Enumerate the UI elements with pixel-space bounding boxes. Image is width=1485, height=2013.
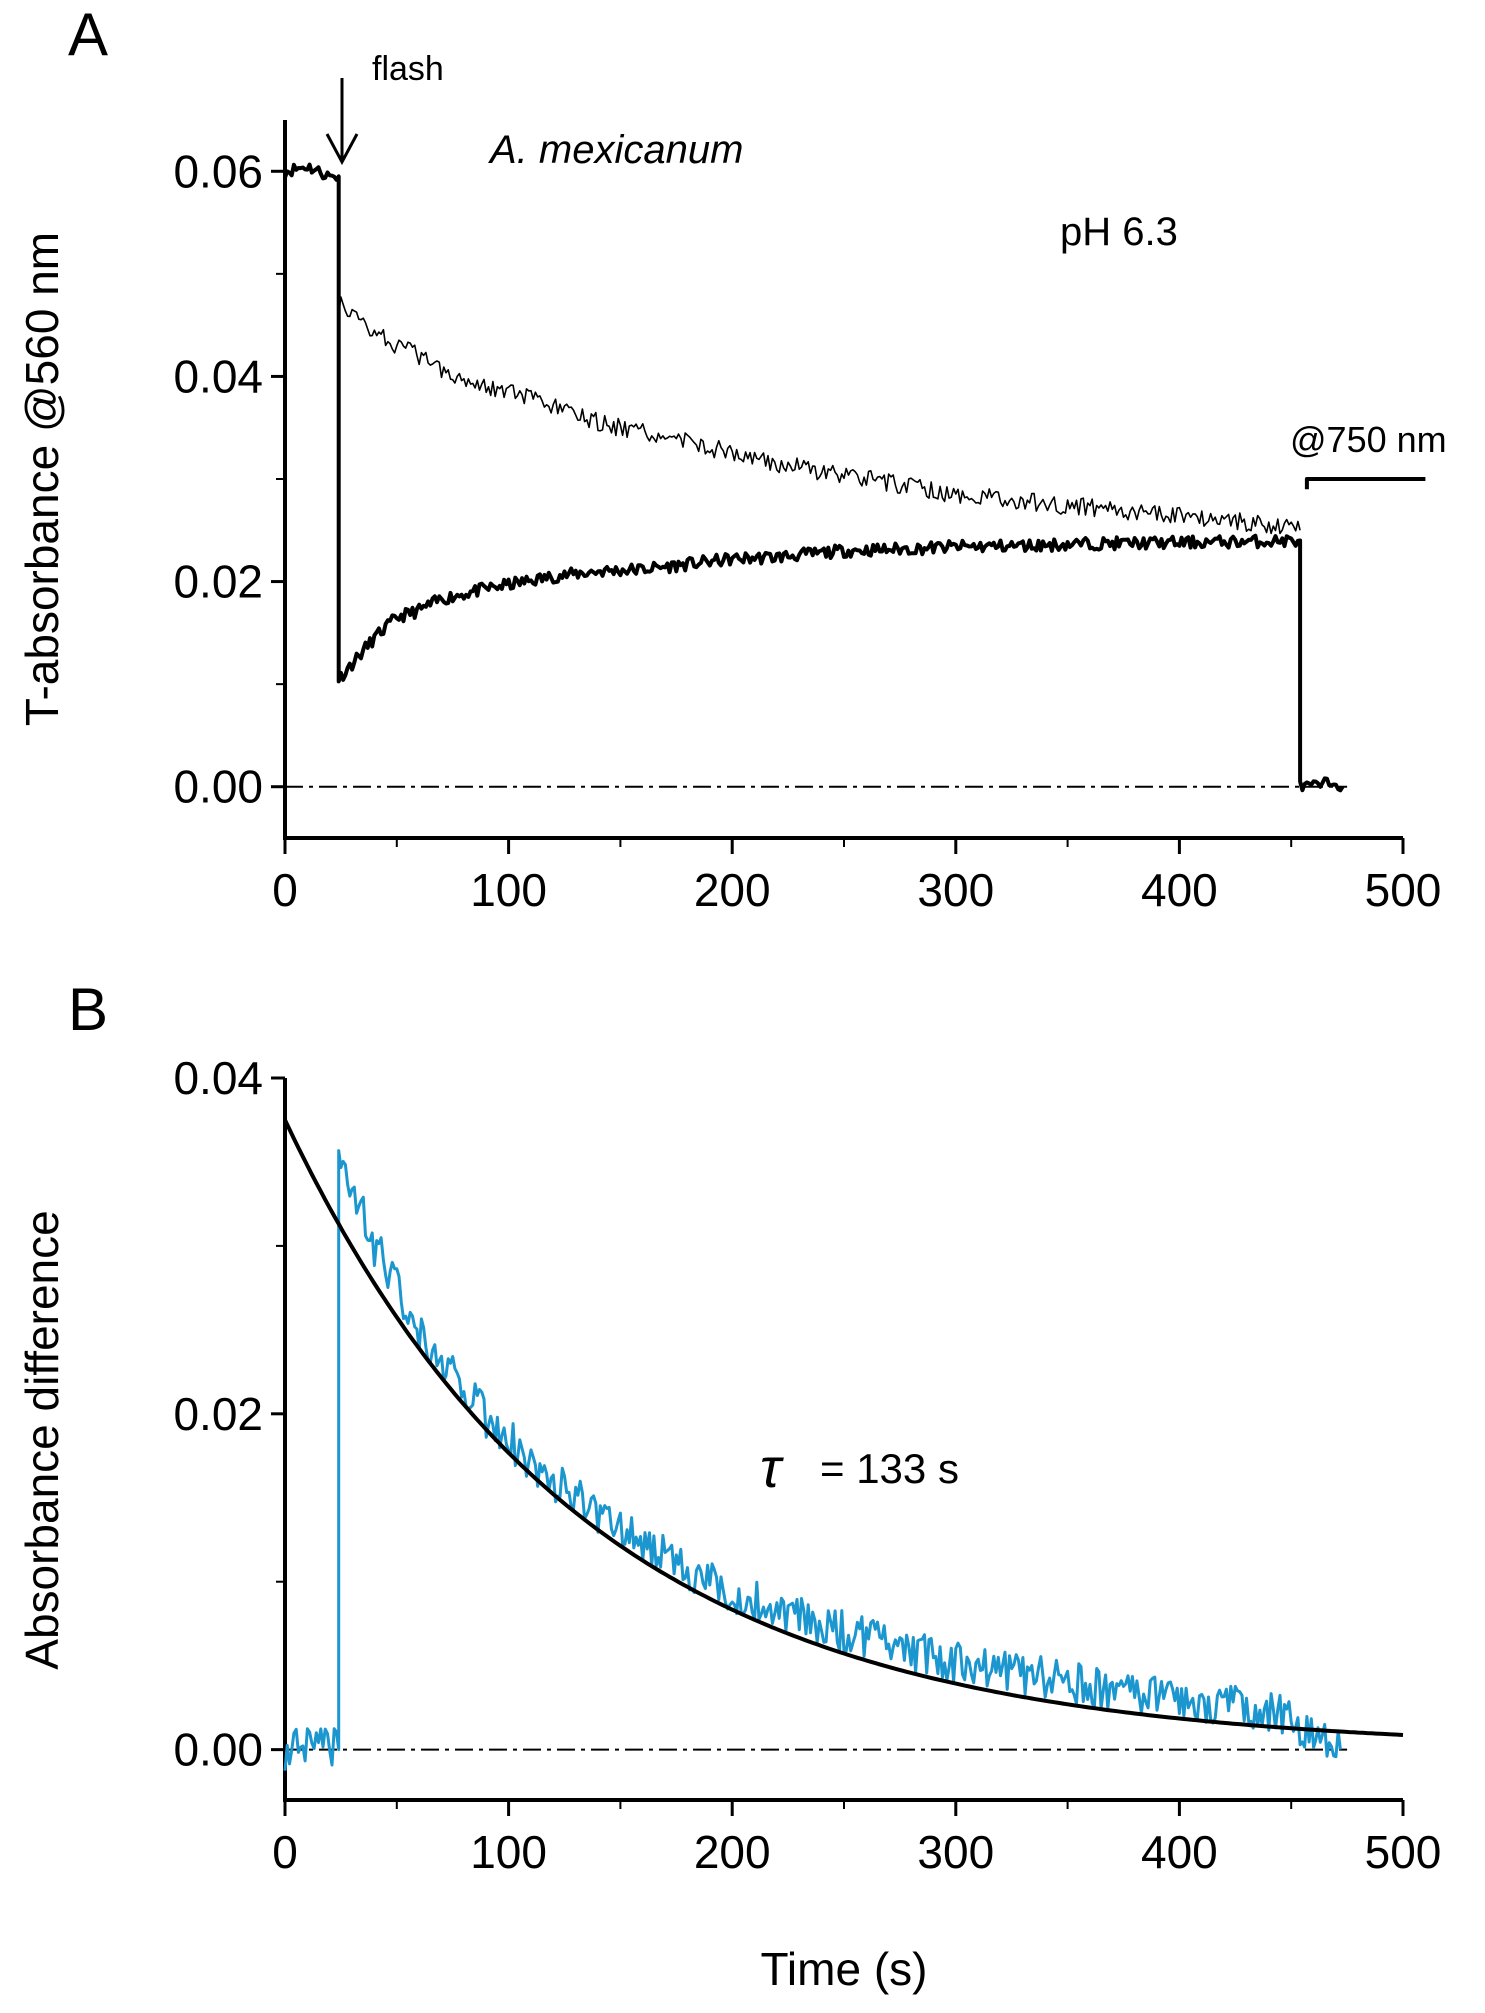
panel-a-x-ticks: 0 100 200 300 400 500 bbox=[272, 838, 1441, 916]
panel-a-y-tick-label: 0.00 bbox=[173, 761, 263, 813]
panel-a-series-thick bbox=[283, 162, 1345, 793]
panel-a-x-tick-label: 400 bbox=[1141, 864, 1218, 916]
tau-value-label: = 133 s bbox=[820, 1445, 959, 1492]
panel-a-x-tick-label: 100 bbox=[470, 864, 547, 916]
panel-b-y-ticks: 0.00 0.02 0.04 bbox=[173, 1052, 285, 1776]
panel-a-y-tick-label: 0.02 bbox=[173, 556, 263, 608]
ph-label: pH 6.3 bbox=[1060, 210, 1178, 254]
panel-a-x-tick-label: 300 bbox=[917, 864, 994, 916]
panel-a-series-step bbox=[1304, 477, 1426, 490]
panel-b-y-tick-label: 0.02 bbox=[173, 1388, 263, 1440]
panel-a-y-ticks: 0.00 0.02 0.04 0.06 bbox=[173, 145, 285, 813]
wavelength-750-label: @750 nm bbox=[1290, 419, 1447, 460]
panel-b-x-tick-label: 400 bbox=[1141, 1826, 1218, 1878]
panel-a-series-thin bbox=[337, 296, 1301, 535]
panel-b-x-ticks: 0 100 200 300 400 500 bbox=[272, 1800, 1441, 1878]
panel-b-label: B bbox=[68, 976, 108, 1043]
panel-a-x-tick-label: 200 bbox=[694, 864, 771, 916]
panel-b-series-data bbox=[283, 1149, 1342, 1771]
species-label: A. mexicanum bbox=[488, 128, 743, 172]
flash-arrow-icon bbox=[325, 78, 359, 166]
panel-b-x-tick-label: 300 bbox=[917, 1826, 994, 1878]
panel-a-y-tick-label: 0.04 bbox=[173, 350, 263, 402]
panel-b-fit-curve bbox=[283, 1119, 1404, 1737]
panel-a-y-axis-title: T-absorbance @560 nm bbox=[16, 232, 68, 726]
panel-a-y-tick-label: 0.06 bbox=[173, 145, 263, 197]
panel-b-series bbox=[283, 1119, 1404, 1771]
panel-b-x-tick-label: 500 bbox=[1365, 1826, 1442, 1878]
panel-a-x-tick-label: 500 bbox=[1365, 864, 1442, 916]
panel-b-y-axis-title: Absorbance difference bbox=[16, 1210, 68, 1669]
panel-b-x-tick-label: 200 bbox=[694, 1826, 771, 1878]
panel-b-y-tick-label: 0.04 bbox=[173, 1052, 263, 1104]
panel-b-x-tick-label: 100 bbox=[470, 1826, 547, 1878]
panel-a-x-tick-label: 0 bbox=[272, 864, 298, 916]
panel-a-label: A bbox=[68, 1, 108, 68]
flash-label: flash bbox=[372, 50, 444, 88]
panel-a-series bbox=[283, 162, 1426, 793]
panel-a: A 0.00 0.02 0.04 0.06 0 100 200 300 400 500 T-ab… bbox=[16, 1, 1447, 916]
tau-symbol: τ bbox=[760, 1436, 784, 1499]
panel-b-x-tick-label: 0 bbox=[272, 1826, 298, 1878]
panel-b-y-tick-label: 0.00 bbox=[173, 1724, 263, 1776]
panel-b: B 0.00 0.02 0.04 0 100 200 300 400 500 Absorban… bbox=[16, 976, 1441, 1995]
x-axis-title: Time (s) bbox=[761, 1943, 928, 1995]
